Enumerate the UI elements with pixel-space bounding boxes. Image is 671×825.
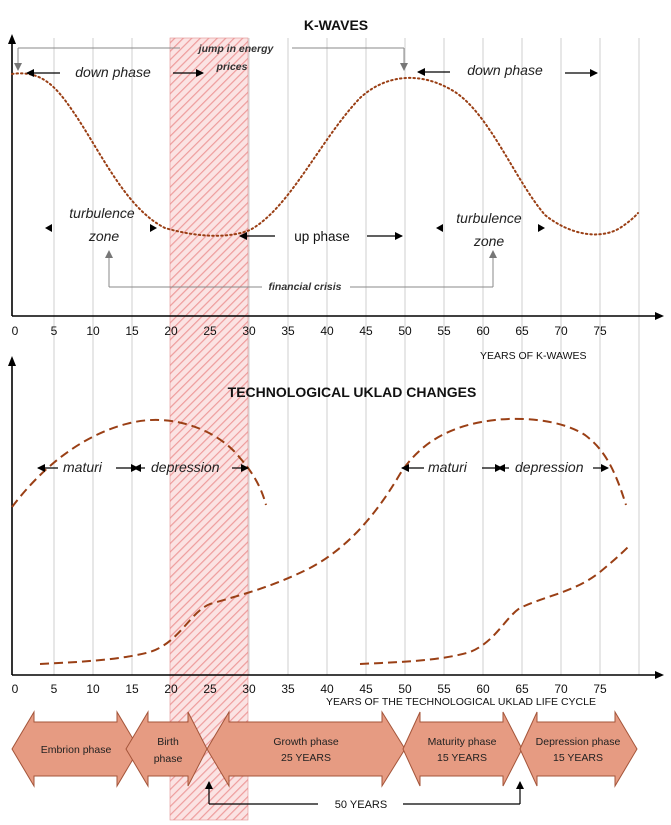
turbulence-left-label-2: zone [88,228,120,244]
turbulence-right-arrow-left [436,224,443,232]
bottom-y-axis-arrow [8,356,16,366]
jump-in-energy-label-2: prices [216,61,248,73]
tick-label: 35 [281,682,295,696]
financial-crisis-label: financial crisis [269,281,342,293]
top-title: K-WAVES [304,17,368,33]
turbulence-right-label-1: turbulence [456,210,522,226]
tick-label: 5 [51,324,58,338]
turbulence-left-arrow-right [150,224,157,232]
tick-label: 20 [164,682,178,696]
tick-label: 10 [86,682,100,696]
depression-phase-arrow [519,710,638,788]
growth-phase-arrow [206,710,406,788]
tick-label: 0 [12,682,19,696]
depression-phase-label-2: 15 YEARS [553,752,603,764]
hatched-band [169,37,249,821]
maturity-phase-arrow [402,711,523,787]
tick-label: 5 [51,682,58,696]
tick-label: 25 [203,324,217,338]
tick-label: 40 [320,682,334,696]
tick-label: 70 [554,682,568,696]
tick-label: 10 [86,324,100,338]
bottom-x-axis-arrow [655,671,664,679]
tick-label: 15 [125,682,139,696]
fifty-years-label: 50 YEARS [335,799,387,811]
up-phase-label: up phase [294,229,350,244]
tick-label: 30 [242,324,256,338]
uklad-right-rise [359,546,629,665]
tick-label: 35 [281,324,295,338]
tick-label: 25 [203,682,217,696]
tick-label: 40 [320,324,334,338]
growth-phase-label-1: Growth phase [273,736,339,748]
tick-label: 60 [476,324,490,338]
tick-label: 45 [359,682,373,696]
tick-label: 60 [476,682,490,696]
depression-right-label: depression [515,459,584,475]
maturi-right-label: maturi [428,459,468,475]
birth-phase-label-1: Birth [157,736,179,748]
turbulence-right-arrow-right [538,224,545,232]
tick-label: 55 [437,682,451,696]
tick-label: 75 [593,682,607,696]
turbulence-right-label-2: zone [473,233,505,249]
tick-label: 30 [242,682,256,696]
phase-arrows [11,710,638,788]
down-phase-left-label: down phase [75,64,151,80]
depression-phase-label-1: Depression phase [536,736,621,748]
down-phase-right-label: down phase [467,62,543,78]
tick-label: 75 [593,324,607,338]
bottom-title: TECHNOLOGICAL UKLAD CHANGES [228,384,477,400]
tick-label: 65 [515,682,529,696]
jump-in-energy-bracket [14,47,408,71]
top-y-axis-arrow [8,34,16,44]
tick-label: 0 [12,324,19,338]
embrion-phase-label: Embrion phase [41,744,112,756]
tick-label: 20 [164,324,178,338]
top-x-axis-arrow [655,312,664,320]
k-wave-curve [11,72,639,237]
jump-in-energy-label-1: jump in energy [197,43,275,55]
tick-label: 15 [125,324,139,338]
uklad-left-rise [39,417,627,665]
tick-label: 70 [554,324,568,338]
maturity-phase-label-2: 15 YEARS [437,752,487,764]
tick-label: 45 [359,324,373,338]
bottom-tick-labels: 0 5 10 15 20 25 30 35 40 45 50 55 60 65 70 75 [12,682,607,696]
maturi-left-label: maturi [63,459,103,475]
tick-label: 55 [437,324,451,338]
top-x-axis-label: YEARS OF K-WAWES [480,350,587,362]
bottom-x-axis-label: YEARS OF THE TECHNOLOGICAL UKLAD LIFE CY… [326,696,596,708]
tick-label: 50 [398,682,412,696]
turbulence-left-arrow-left [45,224,52,232]
depression-left-label: depression [151,459,220,475]
financial-crisis-bracket [105,250,497,288]
turbulence-left-label-1: turbulence [69,205,135,221]
birth-phase-label-2: phase [154,753,183,765]
tick-label: 50 [398,324,412,338]
uklad-left-hump [11,418,267,508]
maturity-phase-label-1: Maturity phase [428,736,497,748]
tick-label: 65 [515,324,529,338]
growth-phase-label-2: 25 YEARS [281,752,331,764]
top-tick-labels: 0 5 10 15 20 25 30 35 40 45 50 55 60 65 70 75 [12,324,607,338]
fifty-years-bracket [205,781,524,805]
